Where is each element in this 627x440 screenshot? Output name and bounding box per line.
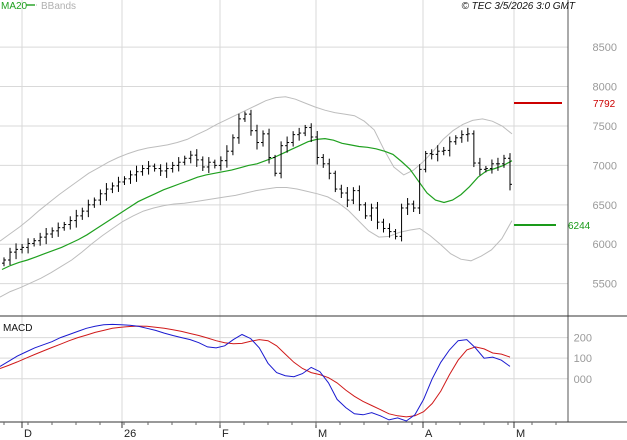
level-annotations: 7792 6244 xyxy=(514,99,616,232)
bbands-legend-label: BBands xyxy=(41,1,76,12)
x-tick-label: F xyxy=(222,428,229,440)
bbands-lower-line xyxy=(0,187,513,298)
macd-series-line xyxy=(0,323,511,422)
y-tick-label: 6500 xyxy=(593,200,617,212)
macd-y-tick-label: 000 xyxy=(574,374,592,386)
signal-series-line xyxy=(0,325,511,418)
grid xyxy=(0,0,568,422)
x-tick-label: D xyxy=(24,428,32,440)
macd-y-tick-label: 200 xyxy=(574,333,592,345)
level-label: 6244 xyxy=(568,221,591,232)
x-tick-label: M xyxy=(516,428,525,440)
y-tick-label: 8000 xyxy=(593,82,617,94)
y-tick-label: 6000 xyxy=(593,239,617,251)
macd-panel xyxy=(0,323,511,422)
macd-y-tick-label: 100 xyxy=(574,353,592,365)
bbands-upper-line xyxy=(0,96,513,242)
ma20-legend-label: MA20 xyxy=(1,1,28,12)
y-tick-label: 7000 xyxy=(593,160,617,172)
y-tick-label: 5500 xyxy=(593,279,617,291)
x-tick-label: A xyxy=(425,428,433,440)
bollinger-bands xyxy=(0,96,513,298)
macd-panel-title: MACD xyxy=(3,323,32,334)
ma20-line xyxy=(1,137,513,271)
x-tick-label: 26 xyxy=(124,428,136,440)
y-tick-label: 7500 xyxy=(593,121,617,133)
price-bars xyxy=(2,109,512,267)
credit-text: © TEC 3/5/2026 3:0 GMT xyxy=(461,1,575,12)
ma20-series-line xyxy=(1,137,513,271)
level-label: 7792 xyxy=(593,99,616,110)
x-tick-label: M xyxy=(318,428,327,440)
y-tick-label: 8500 xyxy=(593,42,617,54)
